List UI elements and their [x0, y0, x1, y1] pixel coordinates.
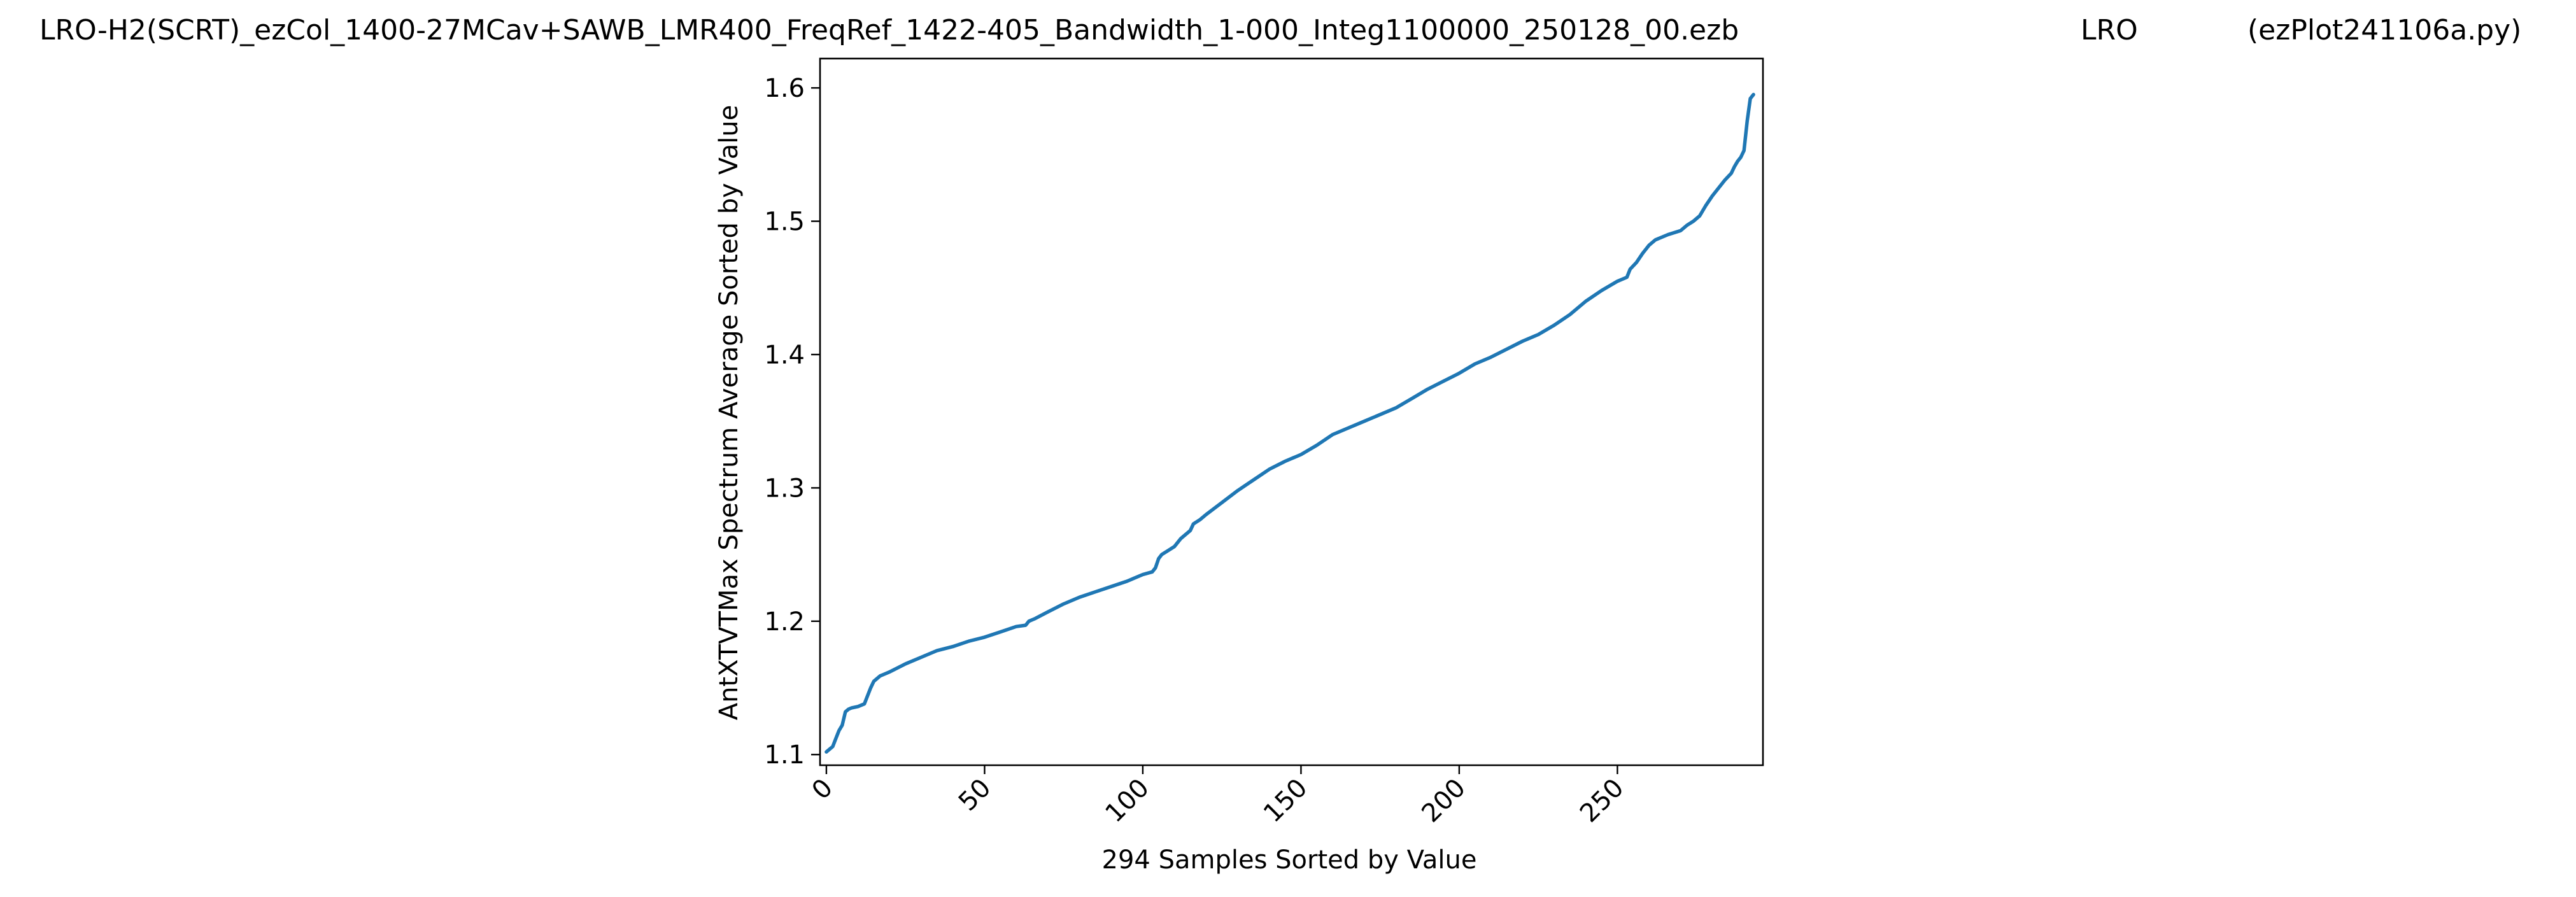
y-tick-label: 1.1	[764, 740, 805, 770]
y-tick-label: 1.5	[764, 208, 805, 237]
station-label: LRO	[2081, 14, 2138, 46]
series-line	[824, 92, 1755, 754]
y-tick-label: 1.4	[764, 341, 805, 370]
plot-frame	[819, 57, 1764, 766]
file-title: LRO-H2(SCRT)_ezCol_1400-27MCav+SAWB_LMR4…	[39, 14, 1739, 46]
y-axis-label: AntXTVTMax Spectrum Average Sorted by Va…	[714, 105, 744, 721]
x-axis-label: 294 Samples Sorted by Value	[1102, 845, 1477, 875]
y-tick-label: 1.3	[764, 474, 805, 503]
y-tick-label: 1.6	[764, 74, 805, 103]
program-label: (ezPlot241106a.py)	[2247, 14, 2521, 46]
y-tick-label: 1.2	[764, 607, 805, 637]
